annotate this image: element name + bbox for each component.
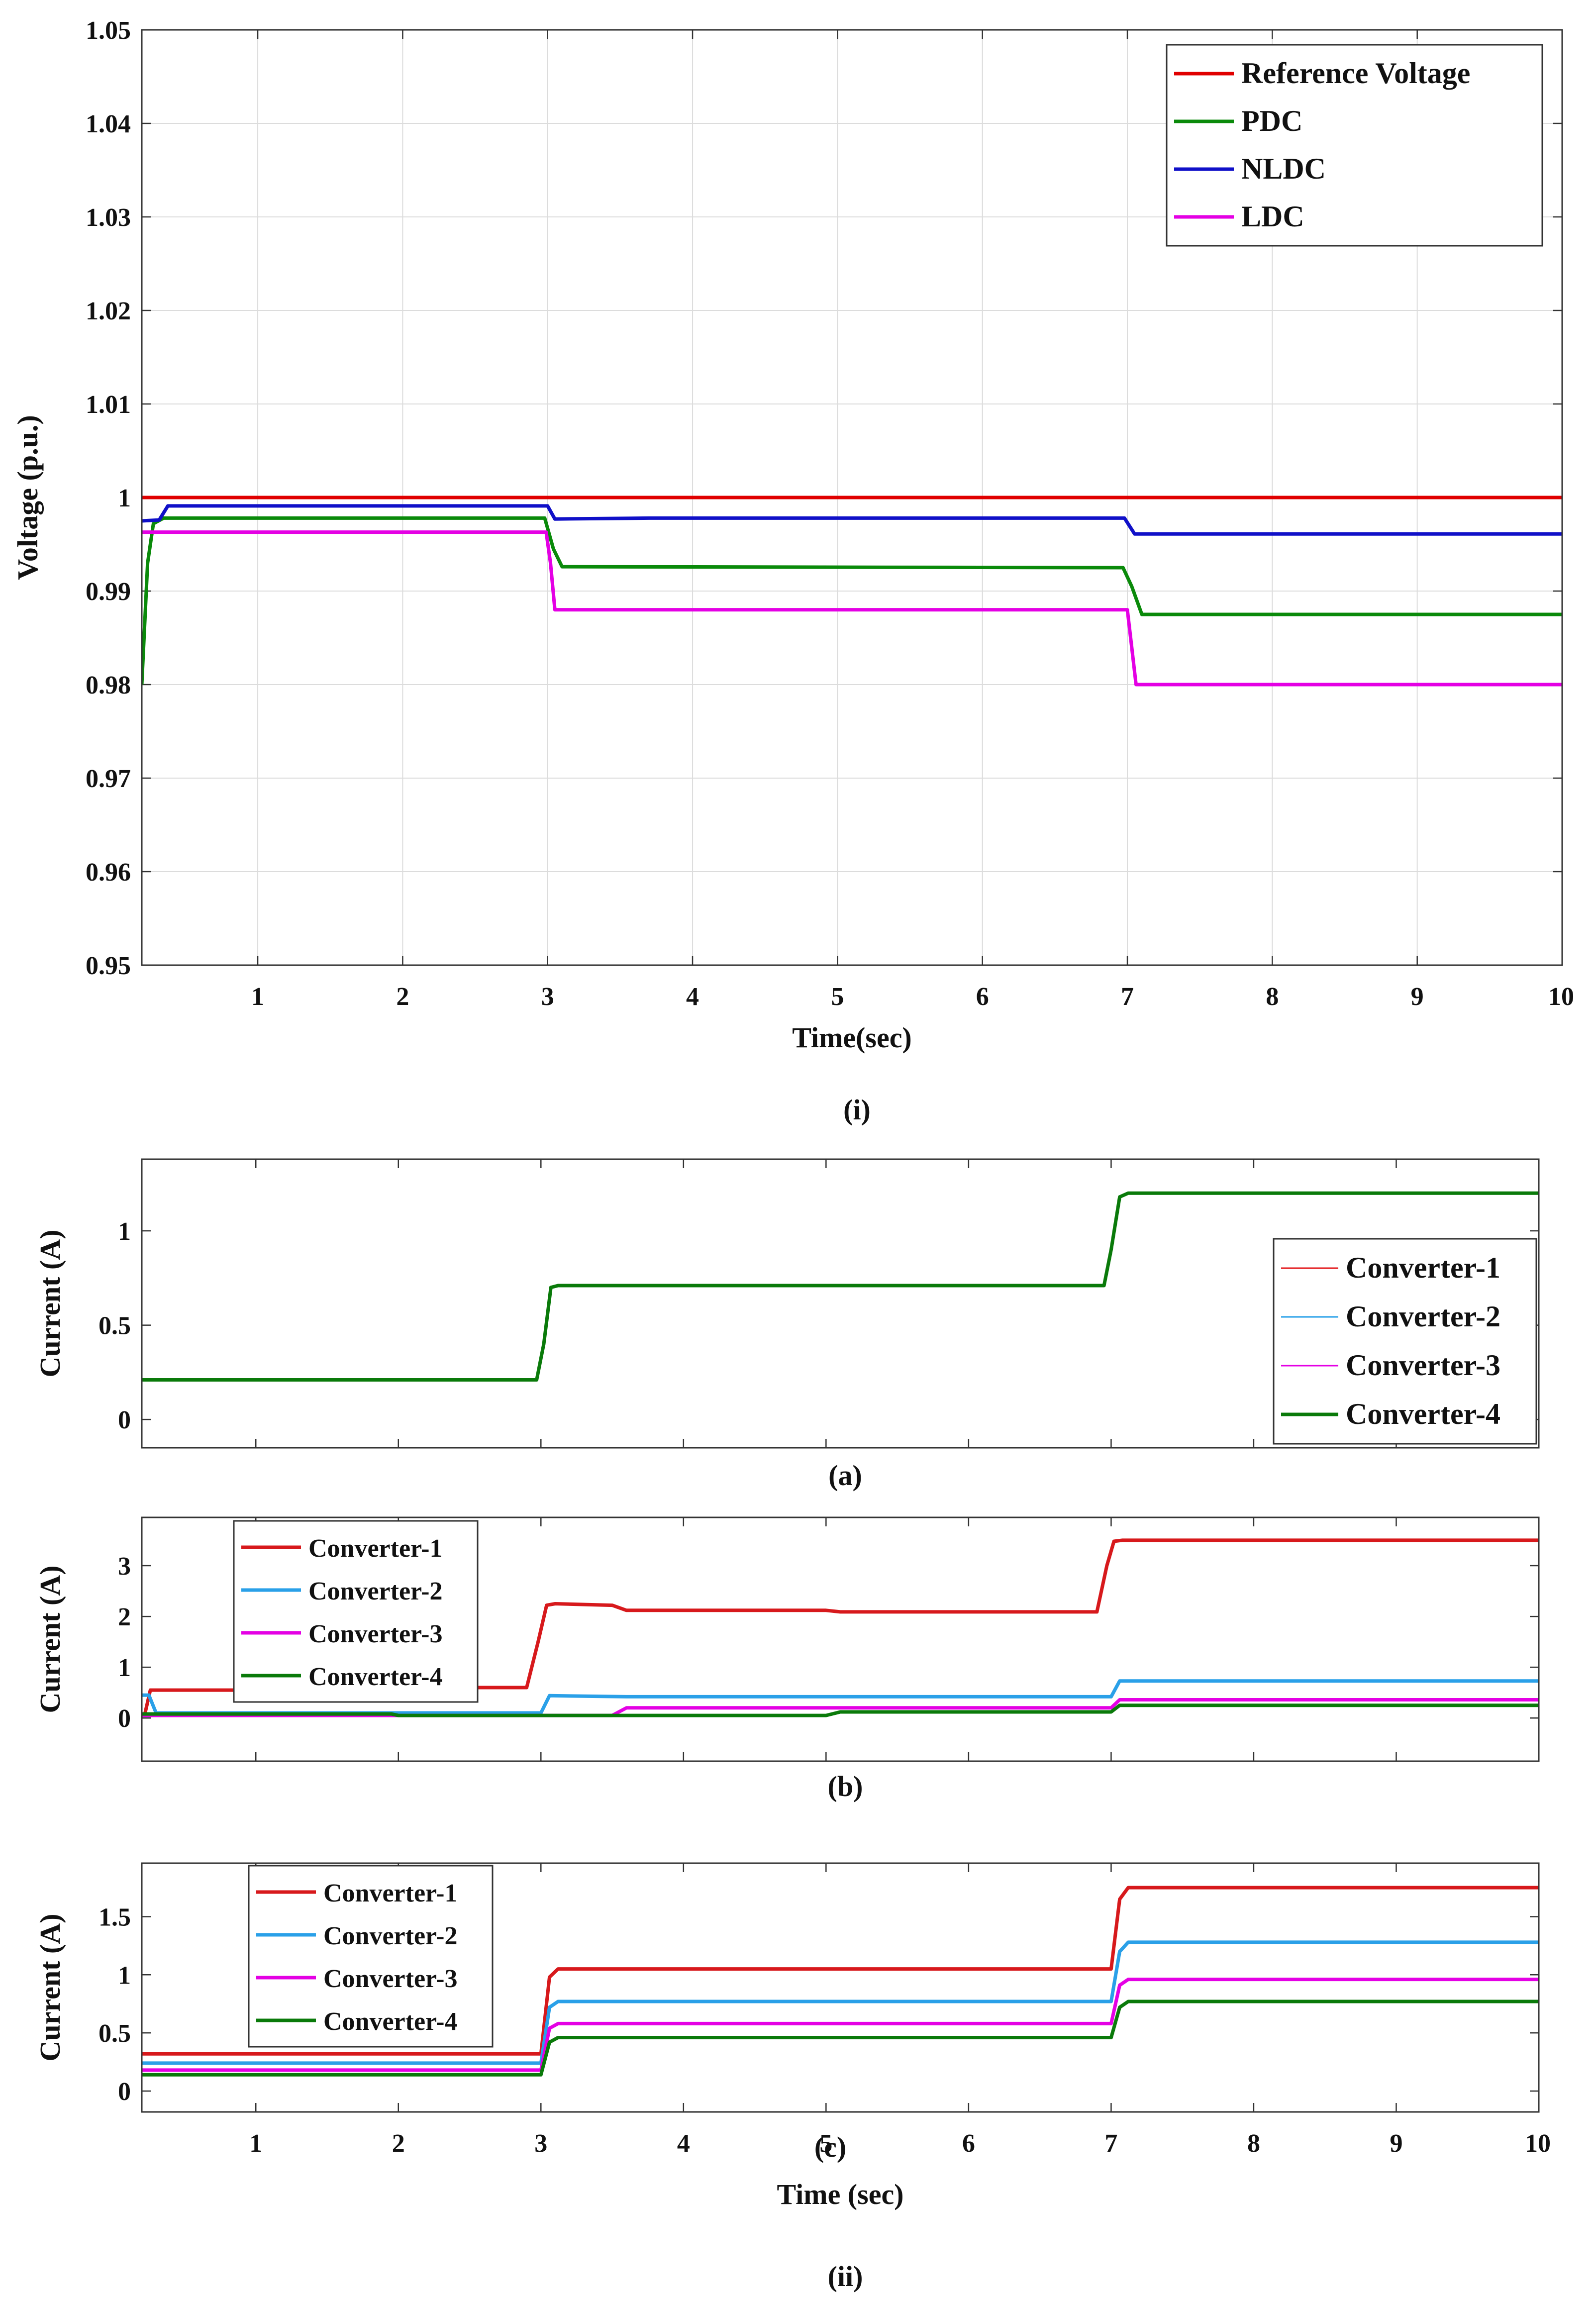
- y-tick-label: 0.97: [86, 765, 131, 793]
- x-tick-label: 5: [819, 2129, 832, 2158]
- x-tick-label: 8: [1247, 2129, 1260, 2158]
- x-axis-label: Time (sec): [777, 2178, 904, 2210]
- x-tick-label: 2: [392, 2129, 405, 2158]
- series-line-converter-2: [142, 1679, 1539, 1715]
- x-tick-label: 7: [1104, 2129, 1117, 2158]
- y-tick-label: 1.5: [99, 1903, 131, 1931]
- x-tick-label: 7: [1121, 983, 1134, 1011]
- series-line-nldc: [142, 504, 1562, 536]
- x-tick-label: 1: [249, 2129, 262, 2158]
- y-tick-label: 1.01: [86, 391, 131, 419]
- x-tick-label: 10: [1525, 2129, 1551, 2158]
- x-tick-label: 5: [831, 983, 844, 1011]
- panel-caption: (i): [843, 1094, 871, 1126]
- axes-box: [141, 1862, 1540, 2113]
- y-axis-label: Current (A): [34, 1914, 66, 2062]
- legend-label: LDC: [1241, 200, 1304, 233]
- legend-label: Converter-2: [323, 1922, 458, 1950]
- y-tick-label: 0.95: [86, 952, 131, 980]
- axes-box: [141, 29, 1563, 966]
- x-tick-label: 2: [396, 983, 409, 1011]
- legend-label: Converter-1: [323, 1879, 458, 1907]
- y-tick-label: 1.04: [86, 110, 131, 138]
- y-tick-label: 0: [118, 1704, 131, 1733]
- x-tick-label: 8: [1266, 983, 1279, 1011]
- chart-panel-i: 1 2 3 4 5 6 7 8 9 10 0.95 0.96 0.97 0.98 0.99 1 1.01 1.02…: [11, 16, 1574, 1126]
- y-axis-label: Voltage (p.u.): [11, 415, 44, 580]
- legend-label: Converter-3: [1346, 1349, 1500, 1382]
- y-tick-label: 1: [118, 1961, 131, 1990]
- y-axis-label: Current (A): [34, 1566, 66, 1713]
- y-tick-label: 1.03: [86, 203, 131, 232]
- y-tick-label: 0.96: [86, 858, 131, 887]
- series-line-converter-4: [142, 1703, 1539, 1717]
- y-tick-label: 0.98: [86, 671, 131, 700]
- y-tick-label: 0.5: [99, 2019, 131, 2048]
- x-tick-label: 3: [541, 983, 554, 1011]
- legend-label: Converter-4: [308, 1663, 443, 1691]
- axes-box: [141, 1516, 1540, 1762]
- chart-panel-a: 0 0.5 1 Converter-1 Converter-2 Converter-3 Co…: [34, 1158, 1540, 1492]
- x-tick-label: 9: [1390, 2129, 1402, 2158]
- legend-label: Reference Voltage: [1241, 57, 1470, 90]
- legend-box: [233, 1520, 479, 1703]
- y-tick-label: 3: [118, 1552, 131, 1581]
- y-tick-label: 1: [118, 1217, 131, 1246]
- legend-label: Converter-2: [1346, 1300, 1500, 1333]
- legend-label: NLDC: [1241, 152, 1326, 185]
- legend-box: [1166, 44, 1543, 247]
- x-tick-label: 4: [677, 2129, 690, 2158]
- panel-caption: (c): [814, 2131, 846, 2163]
- y-tick-label: 1: [118, 1654, 131, 1682]
- x-tick-label: 6: [962, 2129, 975, 2158]
- legend-label: Converter-3: [308, 1620, 443, 1648]
- series-line-converter-1: [142, 1886, 1539, 2056]
- x-tick-label: 1: [251, 983, 264, 1011]
- series-line-ldc: [142, 530, 1562, 687]
- y-tick-label: 0.5: [99, 1312, 131, 1340]
- x-tick-label: 9: [1411, 983, 1424, 1011]
- axes-box: [141, 1158, 1540, 1449]
- x-tick-label: 10: [1548, 983, 1574, 1011]
- legend-label: Converter-1: [308, 1534, 443, 1563]
- y-tick-label: 1.05: [86, 16, 131, 45]
- x-axis-label: Time(sec): [792, 1021, 912, 1054]
- legend-label: Converter-3: [323, 1965, 458, 1993]
- y-tick-label: 1: [118, 484, 131, 512]
- x-tick-label: 4: [686, 983, 699, 1011]
- y-tick-label: 1.02: [86, 297, 131, 325]
- panel-caption: (b): [828, 1770, 863, 1802]
- series-line-converter-2: [142, 1940, 1539, 2065]
- y-tick-label: 0.99: [86, 578, 131, 606]
- chart-panel-b: 0 1 2 3 Converter-1 Converter-2 Converter-3 Con…: [34, 1516, 1540, 1802]
- x-tick-label: 3: [534, 2129, 547, 2158]
- series-line-converter-4: [142, 1191, 1539, 1382]
- legend-label: Converter-1: [1346, 1251, 1500, 1284]
- y-axis-label: Current (A): [34, 1230, 66, 1378]
- legend-box: [1273, 1238, 1537, 1445]
- legend-label: Converter-2: [308, 1577, 443, 1605]
- legend-label: PDC: [1241, 104, 1302, 137]
- legend-label: Converter-4: [1346, 1398, 1500, 1430]
- x-tick-label: 6: [976, 983, 989, 1011]
- y-tick-label: 0: [118, 1406, 131, 1434]
- series-line-pdc: [142, 516, 1562, 685]
- y-tick-label: 2: [118, 1603, 131, 1631]
- legend-label: Converter-4: [323, 2007, 458, 2036]
- legend-box: [248, 1865, 494, 2048]
- chart-panel-c: 1 2 3 4 5 6 7 8 9 10 0 0.5 1 1.5 Converter-1 Converter-…: [34, 1862, 1551, 2293]
- y-tick-label: 0: [118, 2078, 131, 2106]
- series-line-converter-4: [142, 1999, 1539, 2077]
- panel-caption: (a): [828, 1459, 862, 1492]
- figure-caption-ii: (ii): [828, 2260, 863, 2293]
